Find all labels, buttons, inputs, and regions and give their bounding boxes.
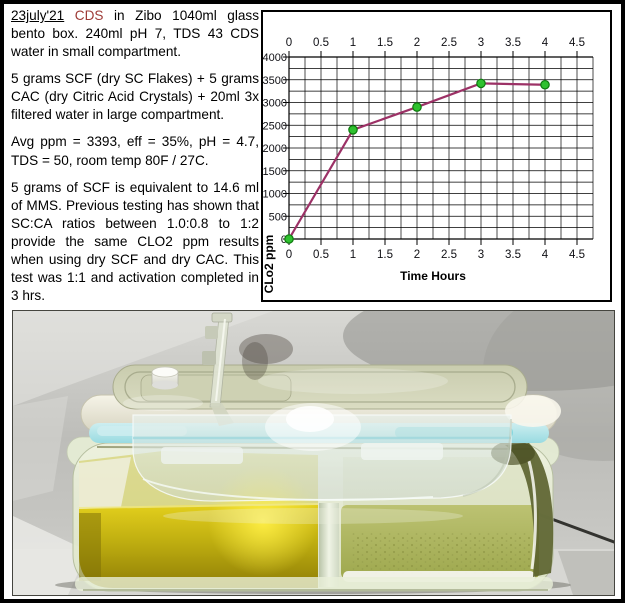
lid-plug <box>151 366 179 390</box>
paragraph-summary: 23july'21 CDS in Zibo 1040ml glass bento… <box>11 7 259 61</box>
svg-text:3000: 3000 <box>263 98 287 110</box>
svg-text:0.5: 0.5 <box>313 249 329 261</box>
svg-text:3.5: 3.5 <box>505 249 521 261</box>
flap-reflection <box>163 508 463 524</box>
svg-text:0: 0 <box>281 234 287 246</box>
paragraph-summary-text: in Zibo 1040ml glass bento box. 240ml pH… <box>11 8 259 60</box>
chart-canvas: 0 0 0.5 0.5 1 1 1.5 1.5 2 2 2.5 2.5 3 3 3.5 3.5 4 4 4.5 4.5… <box>263 37 594 294</box>
svg-text:3: 3 <box>478 37 484 49</box>
chart-axis-titles: Time Hours CLo2 ppm <box>263 235 466 294</box>
paragraph-results: Avg ppm = 3393, eff = 35%, pH = 4.7, TDS… <box>11 134 259 168</box>
front-flap <box>132 403 512 502</box>
svg-text:0: 0 <box>286 37 292 49</box>
svg-text:3.5: 3.5 <box>505 37 521 49</box>
svg-text:2.5: 2.5 <box>441 249 457 261</box>
photo-canvas <box>13 311 614 595</box>
svg-text:2: 2 <box>414 249 420 261</box>
svg-text:4.5: 4.5 <box>569 37 585 49</box>
notes-text-block: 23july'21 CDS in Zibo 1040ml glass bento… <box>11 7 259 314</box>
svg-text:4: 4 <box>542 249 549 261</box>
svg-text:3500: 3500 <box>263 75 287 87</box>
cds-label: CDS <box>74 8 104 23</box>
svg-text:CLo2 ppm: CLo2 ppm <box>263 235 276 294</box>
date-label: 23july'21 <box>11 8 65 23</box>
chart-data-series <box>284 78 550 244</box>
svg-text:1: 1 <box>350 249 356 261</box>
svg-text:0.5: 0.5 <box>313 37 329 49</box>
paragraph-recipe: 5 grams SCF (dry SC Flakes) + 5 grams CA… <box>11 71 259 123</box>
svg-text:0: 0 <box>286 249 292 261</box>
svg-text:Time Hours: Time Hours <box>400 269 466 283</box>
svg-text:4.5: 4.5 <box>569 249 585 261</box>
chart-ticks <box>283 51 578 245</box>
svg-text:2.5: 2.5 <box>441 37 457 49</box>
clo2-ppm-chart: 0 0 0.5 0.5 1 1 1.5 1.5 2 2 2.5 2.5 3 3 3.5 3.5 4 4 4.5 4.5… <box>261 10 612 302</box>
svg-text:1500: 1500 <box>263 166 287 178</box>
svg-text:500: 500 <box>269 211 287 223</box>
background-shadow-smudge <box>239 334 293 380</box>
svg-text:1.5: 1.5 <box>377 37 393 49</box>
glass-bottom <box>75 577 553 591</box>
chart-tick-labels: 0 0 0.5 0.5 1 1 1.5 1.5 2 2 2.5 2.5 3 3 3.5 3.5 4 4 4.5 4.5… <box>263 37 585 261</box>
compartment-divider <box>319 503 339 587</box>
paragraph-equivalence: 5 grams of SCF is equivalent to 14.6 ml … <box>11 179 259 304</box>
svg-text:4: 4 <box>542 37 549 49</box>
svg-text:3: 3 <box>478 249 484 261</box>
svg-text:4000: 4000 <box>263 52 287 64</box>
svg-text:2000: 2000 <box>263 143 287 155</box>
svg-text:1: 1 <box>350 37 356 49</box>
svg-text:2500: 2500 <box>263 120 287 132</box>
svg-text:1.5: 1.5 <box>377 249 393 261</box>
svg-text:1000: 1000 <box>263 189 287 201</box>
svg-text:2: 2 <box>414 37 420 49</box>
bento-box-photo <box>12 310 615 596</box>
